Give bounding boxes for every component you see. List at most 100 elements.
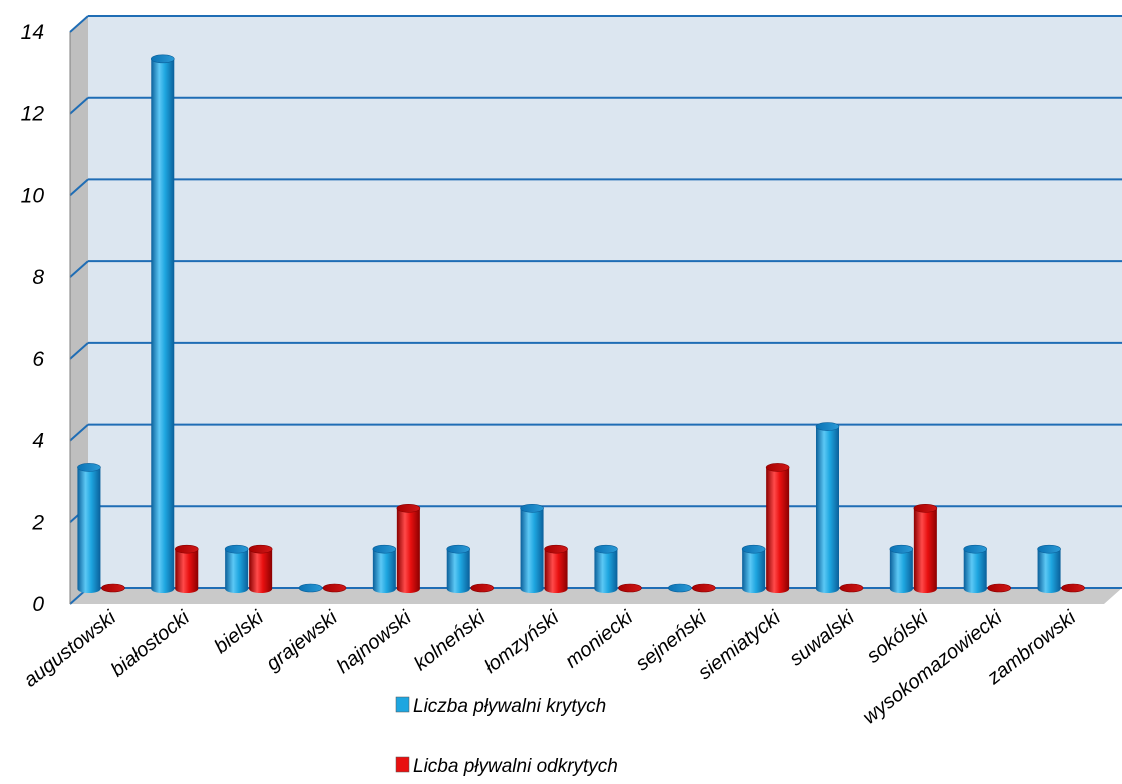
bar-body: [249, 549, 273, 593]
bar-body: [1037, 549, 1061, 593]
bar-top: [667, 583, 692, 593]
bar-body: [520, 508, 544, 593]
bar-top: [691, 583, 716, 593]
gridline-side: [69, 15, 89, 33]
bar-top: [741, 544, 766, 554]
bar-series-2-grajewski: [322, 583, 347, 593]
bar-series-2-zambrowski: [1061, 583, 1085, 593]
bar-top: [913, 503, 938, 513]
bar-series-1-zambrowski: [1037, 544, 1061, 593]
gridline-side: [69, 342, 89, 360]
bar-body: [544, 549, 568, 593]
bar-top: [765, 463, 790, 472]
x-tick-label: moniecki: [561, 606, 637, 672]
bar-series-2-bielski: [248, 544, 273, 593]
bar-series-1-białostocki: [150, 54, 175, 594]
x-tick-label: kolneński: [410, 606, 490, 675]
bar-series-2-sokólski: [913, 503, 938, 593]
plot-back-wall: [88, 16, 1122, 588]
y-tick-label: 8: [32, 266, 44, 289]
bar-top: [987, 583, 1012, 593]
bar-series-1-wysokomazowiecki: [963, 544, 988, 593]
gridline-side: [69, 96, 89, 115]
bar-body: [446, 549, 470, 593]
bar-body: [913, 508, 937, 593]
bar-series-2-łomzyński: [544, 544, 568, 593]
bar-top: [224, 544, 249, 554]
bar-body: [175, 549, 199, 593]
bar-top: [1037, 544, 1061, 554]
x-tick-label: grajewski: [262, 606, 342, 675]
bar-body: [77, 467, 101, 593]
bar-top: [839, 583, 864, 593]
y-tick-label: 4: [32, 430, 44, 453]
bar-body: [816, 426, 839, 593]
bar-series-1-sejneński: [667, 583, 692, 593]
bar-body: [396, 508, 420, 593]
x-tick-label: bielski: [210, 606, 268, 658]
bar-body: [594, 549, 618, 593]
legend-label: Licba pływalni odkrytych: [413, 756, 618, 777]
bar-series-2-suwalski: [839, 583, 864, 593]
bar-top: [520, 503, 544, 513]
y-tick-label: 0: [32, 593, 44, 616]
bar-top: [248, 544, 273, 554]
bar-series-2-siemiatycki: [765, 463, 790, 593]
x-tick-label: siemiatycki: [694, 606, 785, 684]
legend-swatch: [395, 756, 410, 773]
x-tick-label: łomzyński: [480, 606, 563, 678]
bar-top: [101, 583, 125, 593]
bar-top: [372, 544, 397, 554]
gridline-side: [69, 423, 89, 442]
gridline-side: [69, 260, 89, 278]
y-tick-label: 12: [21, 103, 45, 126]
bar-series-1-augustowski: [77, 463, 101, 593]
bar-body: [372, 549, 396, 593]
bar-top: [544, 544, 568, 554]
bar-series-2-białostocki: [174, 544, 199, 593]
bar-top: [815, 422, 840, 431]
bar-top: [618, 583, 642, 593]
bar-series-1-kolneński: [446, 544, 471, 593]
bar-body: [889, 549, 913, 593]
bar-top: [594, 544, 618, 554]
bar-series-2-moniecki: [618, 583, 642, 593]
x-tick-label: wysokomazowiecki: [859, 606, 1007, 728]
bar-series-1-suwalski: [815, 422, 840, 593]
bar-series-1-hajnowski: [372, 544, 397, 593]
bar-series-1-siemiatycki: [741, 544, 766, 593]
bar-top: [322, 583, 347, 593]
bar-top: [889, 544, 914, 554]
bar-series-2-sejneński: [691, 583, 716, 593]
bar-series-1-bielski: [224, 544, 249, 593]
bar-top: [396, 503, 421, 513]
bar-series-1-moniecki: [594, 544, 618, 593]
x-tick-label: augustowski: [20, 606, 121, 691]
bar-top: [77, 463, 101, 472]
bar-series-2-hajnowski: [396, 503, 421, 593]
bar-body: [225, 549, 249, 593]
bar-top: [1061, 583, 1085, 593]
y-tick-label: 2: [31, 511, 44, 534]
bar-series-2-augustowski: [101, 583, 125, 593]
bar-top: [298, 583, 323, 593]
legend: Liczba pływalni krytych Licba pływalni od…: [395, 696, 618, 777]
bar-series-1-łomzyński: [520, 503, 544, 593]
bar-body: [963, 549, 987, 593]
bar-top: [963, 544, 988, 554]
bar-body: [766, 467, 790, 593]
x-tick-label: suwalski: [785, 606, 859, 670]
bar-body: [151, 58, 175, 594]
x-tick-label: białostocki: [107, 606, 195, 681]
gridline-side: [69, 178, 89, 197]
x-tick-label: hajnowski: [333, 606, 416, 678]
bar-series-1-sokólski: [889, 544, 914, 593]
bar-series-1-grajewski: [298, 583, 323, 593]
plot-side-wall: [70, 16, 88, 604]
bar-series-2-kolneński: [470, 583, 495, 593]
bar-top: [174, 544, 199, 554]
bar-top: [470, 583, 495, 593]
bar-top: [446, 544, 471, 554]
legend-swatch: [395, 696, 410, 713]
